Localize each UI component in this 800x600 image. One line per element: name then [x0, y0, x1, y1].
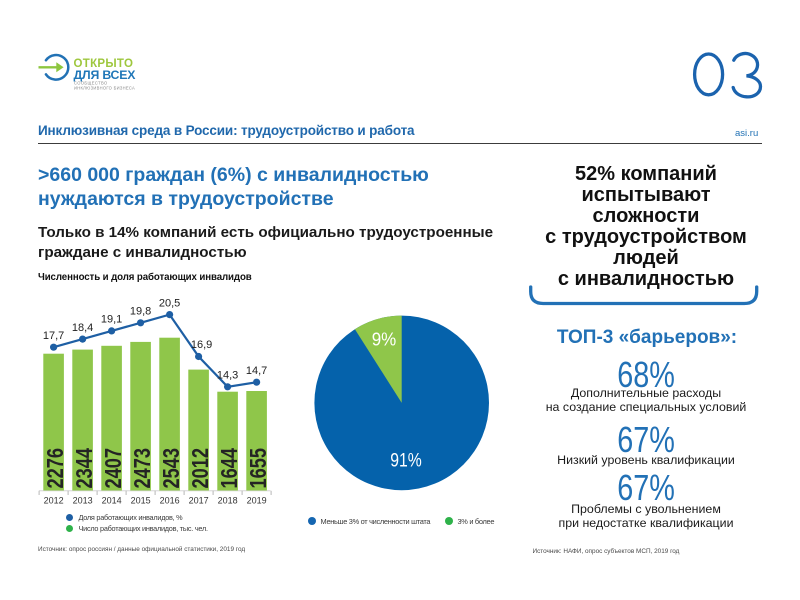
svg-text:1655: 1655	[245, 448, 271, 489]
svg-text:2015: 2015	[131, 496, 151, 506]
svg-text:9%: 9%	[372, 330, 397, 350]
svg-text:2276: 2276	[42, 448, 68, 489]
svg-text:18,4: 18,4	[72, 322, 93, 334]
svg-text:2407: 2407	[100, 448, 126, 489]
svg-text:19,1: 19,1	[101, 314, 122, 326]
svg-text:2013: 2013	[73, 496, 93, 506]
svg-text:14,3: 14,3	[217, 370, 238, 382]
svg-text:2012: 2012	[44, 496, 64, 506]
svg-text:2012: 2012	[187, 448, 213, 489]
svg-text:2344: 2344	[71, 448, 97, 489]
svg-text:19,8: 19,8	[130, 306, 151, 318]
svg-text:1644: 1644	[216, 448, 242, 489]
svg-text:2014: 2014	[102, 496, 122, 506]
svg-text:16,9: 16,9	[191, 339, 212, 351]
svg-text:2543: 2543	[158, 448, 184, 489]
svg-text:2017: 2017	[189, 496, 209, 506]
svg-text:2019: 2019	[247, 496, 267, 506]
svg-text:14,7: 14,7	[246, 365, 267, 377]
svg-text:2473: 2473	[129, 448, 155, 489]
svg-text:2018: 2018	[218, 496, 238, 506]
svg-text:91%: 91%	[390, 450, 422, 472]
svg-text:20,5: 20,5	[159, 297, 180, 309]
svg-text:2016: 2016	[160, 496, 180, 506]
svg-text:17,7: 17,7	[43, 330, 64, 342]
